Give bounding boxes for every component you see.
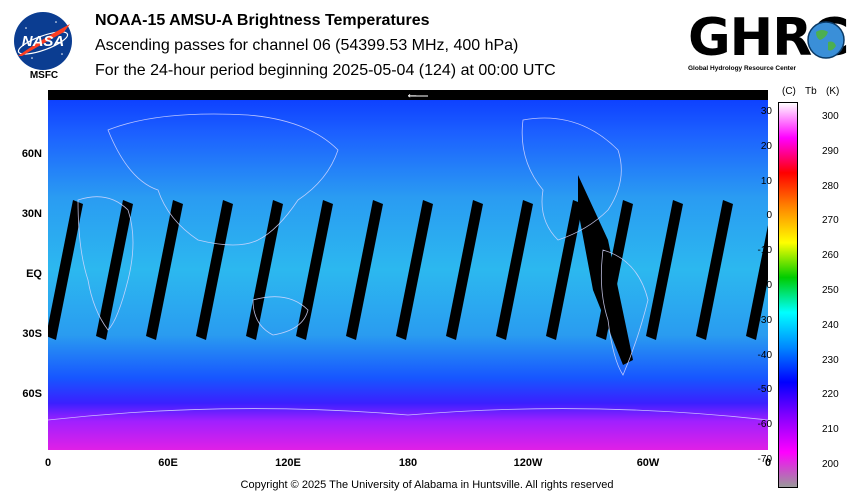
- orbit-gap-swath: [646, 200, 683, 340]
- orbit-gap-swath: [696, 200, 733, 340]
- colorbar-celsius-tick: -70: [757, 454, 772, 465]
- colorbar-celsius-tick: -60: [757, 419, 772, 431]
- colorbar-celsius-tick: 20: [760, 140, 772, 152]
- orbit-gap-swath: [346, 200, 383, 340]
- lat-tick-60s: 60S: [22, 388, 42, 400]
- colorbar: [778, 102, 798, 488]
- colorbar-kelvin-tick: 260: [822, 250, 839, 262]
- colorbar-kelvin-tick: 300: [822, 111, 839, 122]
- lon-tick-0-right: 0: [764, 457, 772, 469]
- direction-arrow-icon: ←: [405, 85, 419, 101]
- colorbar-kelvin-tick: 280: [822, 180, 839, 192]
- coastlines: [48, 113, 768, 421]
- colorbar-header-celsius: (C): [782, 86, 796, 97]
- lat-tick-60n: 60N: [21, 148, 42, 160]
- lat-tick-30n: 30N: [21, 208, 42, 220]
- copyright-notice: Copyright © 2025 The University of Alaba…: [240, 479, 614, 491]
- orbit-gap-swath: [196, 200, 233, 340]
- colorbar-kelvin-tick: 220: [822, 389, 839, 401]
- lon-tick-0-left: 0: [44, 457, 52, 469]
- colorbar-header-tb: Tb: [805, 86, 817, 97]
- chart-title: NOAA-15 AMSU-A Brightness Temperatures: [95, 12, 430, 29]
- ghrc-logo-subtitle: Global Hydrology Resource Center: [688, 65, 796, 72]
- orbit-gap-swath: [146, 200, 183, 340]
- brightness-temperature-map: [48, 90, 768, 450]
- colorbar-celsius-tick: 0: [766, 210, 772, 222]
- orbit-gap-swath: [578, 175, 633, 365]
- orbit-gap-swath: [48, 200, 83, 340]
- orbit-gap-swaths: [48, 175, 768, 365]
- lat-tick-30s: 30S: [22, 328, 42, 340]
- colorbar-celsius-tick: 10: [760, 175, 772, 187]
- lon-tick-120w: 120W: [513, 457, 543, 469]
- globe-icon: [807, 21, 845, 59]
- msfc-label: MSFC: [29, 70, 59, 81]
- orbit-gap-swath: [246, 200, 283, 340]
- orbit-gap-swath: [446, 200, 483, 340]
- colorbar-celsius-tick: -20: [757, 280, 772, 291]
- colorbar-celsius-tick: -40: [757, 349, 772, 361]
- colorbar-kelvin-tick: 200: [822, 459, 839, 470]
- lon-tick-60e: 60E: [158, 457, 178, 469]
- colorbar-kelvin-tick: 250: [822, 285, 839, 296]
- nasa-logo: NASA: [14, 12, 72, 70]
- colorbar-kelvin-tick: 290: [822, 145, 839, 157]
- orbit-gap-swath: [746, 225, 768, 340]
- lon-tick-120e: 120E: [275, 457, 301, 469]
- colorbar-celsius-tick: 30: [760, 106, 772, 117]
- lon-tick-180: 180: [398, 457, 418, 469]
- colorbar-celsius-tick: -30: [757, 314, 772, 326]
- orbit-gap-swath: [396, 200, 433, 340]
- orbit-gap-swath: [496, 200, 533, 340]
- colorbar-kelvin-tick: 270: [822, 215, 839, 227]
- nasa-logo-text: NASA: [22, 33, 65, 50]
- lon-tick-60w: 60W: [636, 457, 660, 469]
- chart-subtitle-period: For the 24-hour period beginning 2025-05…: [95, 62, 556, 79]
- lat-tick-eq: EQ: [26, 268, 42, 280]
- colorbar-kelvin-tick: 230: [822, 354, 839, 366]
- colorbar-header-kelvin: (K): [826, 86, 840, 97]
- chart-subtitle-channel: Ascending passes for channel 06 (54399.5…: [95, 37, 519, 54]
- colorbar-kelvin-tick: 210: [822, 424, 839, 436]
- colorbar-kelvin-tick: 240: [822, 319, 839, 331]
- ghrc-logo: GHRC Global Hydrology Resource Center: [688, 8, 849, 78]
- colorbar-celsius-tick: -50: [757, 384, 772, 396]
- orbit-gap-swath: [546, 200, 583, 340]
- polar-gap-band: [48, 90, 768, 100]
- colorbar-celsius-tick: -10: [757, 245, 772, 257]
- orbit-gap-swath: [96, 200, 133, 340]
- orbit-gap-swath: [296, 200, 333, 340]
